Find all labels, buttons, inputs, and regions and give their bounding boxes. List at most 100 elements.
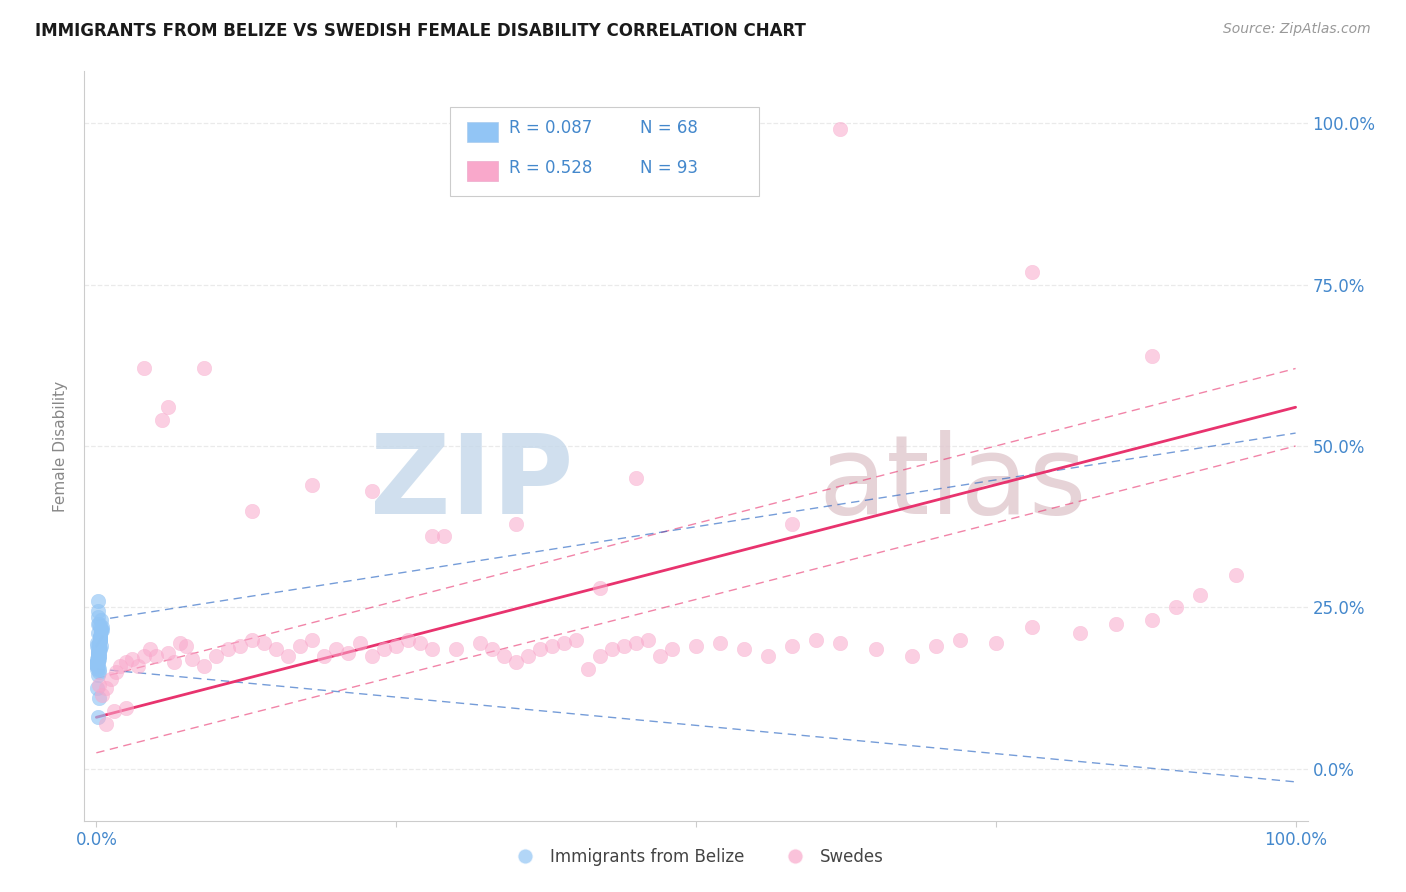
Point [193, 361, 215, 376]
Point [1188, 588, 1211, 602]
Point [589, 581, 612, 595]
Legend: Immigrants from Belize, Swedes: Immigrants from Belize, Swedes [502, 841, 890, 872]
Point [86, 662, 108, 676]
Point [949, 632, 972, 647]
Point [86, 636, 108, 650]
Text: ZIP: ZIP [370, 430, 574, 537]
Point [984, 636, 1007, 650]
Point [86, 658, 108, 673]
Point [264, 642, 287, 657]
Point [193, 658, 215, 673]
Point [553, 636, 575, 650]
Point [110, 658, 132, 673]
Point [103, 704, 125, 718]
Point [89, 632, 111, 647]
Point [100, 672, 122, 686]
Point [86, 681, 108, 696]
Point [828, 636, 851, 650]
Point [600, 642, 623, 657]
Point [87, 642, 110, 657]
Point [90, 639, 112, 653]
Point [115, 700, 138, 714]
Point [87, 648, 110, 663]
Point [91, 688, 114, 702]
Point [529, 642, 551, 657]
Point [134, 648, 156, 663]
Point [86, 658, 108, 673]
Point [325, 642, 347, 657]
Point [468, 636, 491, 650]
Point [517, 648, 540, 663]
Point [87, 639, 110, 653]
Point [804, 632, 827, 647]
Point [337, 646, 360, 660]
Point [396, 632, 419, 647]
Point [89, 639, 111, 653]
Point [86, 658, 108, 673]
Y-axis label: Female Disability: Female Disability [53, 380, 69, 512]
Text: Source: ZipAtlas.com: Source: ZipAtlas.com [1223, 22, 1371, 37]
Point [780, 639, 803, 653]
Point [87, 594, 110, 608]
Point [229, 639, 252, 653]
Point [624, 471, 647, 485]
Point [86, 658, 108, 673]
Point [145, 648, 167, 663]
Point [87, 652, 110, 666]
Point [433, 529, 456, 543]
Point [277, 648, 299, 663]
Point [87, 648, 110, 663]
Point [87, 648, 110, 663]
Point [87, 636, 110, 650]
Point [86, 656, 108, 670]
Point [86, 658, 108, 673]
Point [86, 656, 108, 670]
Point [94, 716, 117, 731]
Point [87, 636, 110, 650]
Point [648, 648, 671, 663]
Point [1164, 600, 1187, 615]
Point [89, 630, 111, 644]
Point [134, 361, 156, 376]
Point [87, 616, 110, 631]
Point [157, 646, 180, 660]
Point [90, 623, 112, 637]
Point [87, 646, 110, 660]
Point [613, 639, 636, 653]
Point [86, 658, 108, 673]
Point [89, 632, 111, 647]
Point [87, 646, 110, 660]
Point [1225, 568, 1247, 582]
Point [87, 639, 110, 653]
Point [87, 646, 110, 660]
Point [104, 665, 127, 679]
Point [349, 636, 371, 650]
Point [89, 639, 111, 653]
Point [314, 648, 336, 663]
Point [420, 642, 443, 657]
Point [87, 616, 110, 631]
Point [87, 648, 110, 663]
Text: IMMIGRANTS FROM BELIZE VS SWEDISH FEMALE DISABILITY CORRELATION CHART: IMMIGRANTS FROM BELIZE VS SWEDISH FEMALE… [35, 22, 806, 40]
Point [589, 648, 612, 663]
Point [89, 630, 111, 644]
Point [1140, 614, 1163, 628]
Point [86, 652, 108, 666]
Point [87, 652, 110, 666]
Text: N = 68: N = 68 [640, 120, 697, 137]
Point [89, 620, 111, 634]
Point [925, 639, 948, 653]
Point [87, 652, 110, 666]
Point [505, 516, 527, 531]
Point [576, 662, 599, 676]
Point [1069, 626, 1091, 640]
Point [87, 639, 110, 653]
Point [301, 477, 323, 491]
Point [240, 503, 263, 517]
Point [150, 413, 173, 427]
Point [828, 122, 851, 136]
Point [87, 690, 110, 705]
Point [87, 665, 110, 679]
Text: R = 0.087: R = 0.087 [509, 120, 592, 137]
Point [163, 656, 186, 670]
